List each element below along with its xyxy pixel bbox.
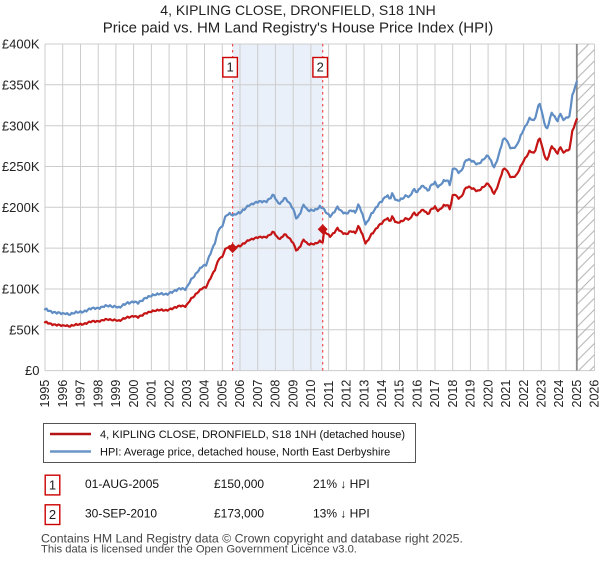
svg-text:2016: 2016 [410,380,424,408]
svg-text:2011: 2011 [322,381,336,408]
svg-text:2020: 2020 [481,380,495,408]
svg-text:Price paid vs. HM Land Registr: Price paid vs. HM Land Registry's House … [103,20,494,37]
svg-text:2002: 2002 [162,380,176,408]
svg-text:£400K: £400K [2,37,40,52]
svg-text:2008: 2008 [269,380,283,408]
svg-text:2014: 2014 [375,380,389,408]
svg-text:2009: 2009 [286,380,300,408]
svg-text:2024: 2024 [552,380,566,408]
svg-text:£150,000: £150,000 [214,477,264,491]
svg-text:2017: 2017 [428,380,442,408]
svg-text:2: 2 [49,507,56,522]
svg-text:2004: 2004 [198,380,212,408]
svg-text:1997: 1997 [74,380,88,408]
svg-text:2010: 2010 [304,380,318,408]
svg-text:2022: 2022 [517,380,531,408]
svg-text:1996: 1996 [56,380,70,408]
svg-text:2005: 2005 [216,380,230,408]
svg-text:2021: 2021 [499,380,513,408]
svg-text:01-AUG-2005: 01-AUG-2005 [85,477,159,491]
svg-text:2015: 2015 [393,380,407,408]
svg-text:2007: 2007 [251,380,265,408]
svg-text:£300K: £300K [2,118,40,133]
svg-text:1999: 1999 [109,380,123,408]
svg-text:£250K: £250K [2,159,40,174]
svg-text:2025: 2025 [570,380,584,408]
svg-text:13% ↓ HPI: 13% ↓ HPI [313,507,370,521]
svg-text:£350K: £350K [2,77,40,92]
svg-text:2: 2 [317,60,324,75]
svg-text:£100K: £100K [2,282,40,297]
svg-text:£200K: £200K [2,200,40,215]
svg-text:2001: 2001 [145,380,159,408]
svg-text:1: 1 [49,478,56,493]
svg-text:2018: 2018 [446,380,460,408]
svg-text:21% ↓ HPI: 21% ↓ HPI [313,477,370,491]
svg-text:2006: 2006 [233,380,247,408]
svg-text:2013: 2013 [357,380,371,408]
svg-text:4, KIPLING CLOSE, DRONFIELD, S: 4, KIPLING CLOSE, DRONFIELD, S18 1NH [160,2,435,18]
svg-text:2012: 2012 [340,380,354,408]
svg-text:2023: 2023 [535,380,549,408]
svg-text:30-SEP-2010: 30-SEP-2010 [85,507,157,521]
svg-text:HPI: Average price, detached h: HPI: Average price, detached house, Nort… [100,446,390,458]
svg-text:£50K: £50K [9,322,40,337]
svg-text:1995: 1995 [38,380,52,408]
svg-text:£0: £0 [25,363,39,378]
svg-text:2000: 2000 [127,380,141,408]
svg-text:1998: 1998 [91,380,105,408]
svg-text:4, KIPLING CLOSE, DRONFIELD, S: 4, KIPLING CLOSE, DRONFIELD, S18 1NH (de… [100,429,405,441]
svg-text:1: 1 [226,60,233,75]
svg-text:£173,000: £173,000 [214,507,264,521]
svg-text:Contains HM Land Registry data: Contains HM Land Registry data © Crown c… [41,532,463,546]
svg-text:2003: 2003 [180,380,194,408]
svg-text:This data is licensed under th: This data is licensed under the Open Gov… [41,544,357,556]
svg-text:£150K: £150K [2,241,40,256]
svg-text:2026: 2026 [588,380,600,408]
svg-text:2019: 2019 [464,380,478,408]
